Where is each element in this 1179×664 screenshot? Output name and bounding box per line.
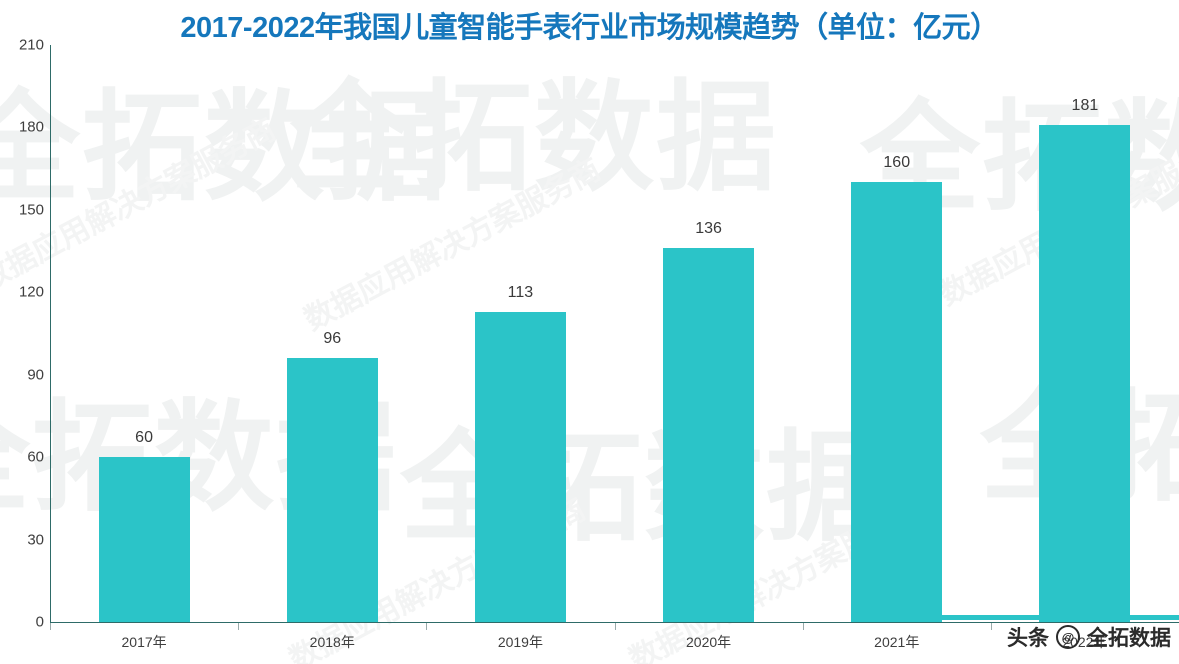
bar[interactable]	[851, 182, 943, 622]
x-axis-tick-label: 2020年	[686, 634, 732, 650]
x-axis-line	[50, 622, 1179, 623]
y-axis-tick-label: 210	[18, 36, 44, 54]
y-axis-tick-label: 90	[27, 366, 44, 384]
x-axis-tick-mark	[426, 623, 428, 630]
bar[interactable]	[1039, 124, 1131, 622]
y-axis-tick-label: 120	[18, 283, 44, 301]
x-axis-tick-label: 2017年	[121, 634, 167, 650]
bar[interactable]	[98, 457, 190, 622]
y-axis-tick-label: 0	[35, 613, 44, 631]
source-badge: 头条 @ 全拓数据	[1007, 622, 1171, 652]
x-axis-tick-mark	[50, 623, 51, 630]
bar-value-label: 113	[507, 283, 534, 301]
bar[interactable]	[286, 358, 378, 622]
x-axis-tick-label: 2018年	[309, 634, 355, 650]
x-axis-tick-label: 2021年	[874, 634, 920, 650]
bar-value-label: 136	[695, 220, 722, 238]
x-axis-tick-mark	[614, 623, 616, 630]
bar[interactable]	[474, 311, 566, 622]
x-axis-tick-label: 2019年	[497, 634, 543, 650]
x-axis-tick-mark	[238, 623, 240, 630]
y-axis-tick-label: 60	[27, 448, 44, 466]
bar-value-label: 181	[1071, 96, 1099, 114]
x-axis-tick-mark	[802, 623, 804, 630]
y-axis-tick-label: 150	[18, 201, 44, 219]
x-axis-tick-mark	[990, 623, 992, 630]
y-axis-tick-label: 30	[27, 531, 44, 549]
chart-title: 2017-2022年我国儿童智能手表行业市场规模趋势（单位：亿元）	[180, 12, 999, 44]
source-platform-label: 头条	[1007, 627, 1049, 650]
bar-value-label: 60	[135, 429, 153, 447]
source-account-label: 全拓数据	[1087, 627, 1171, 650]
bar[interactable]	[663, 248, 755, 622]
bar-value-label: 160	[883, 154, 911, 172]
bar-value-label: 96	[323, 330, 342, 348]
source-badge-underline	[927, 615, 1179, 620]
at-icon: @	[1056, 625, 1080, 649]
y-axis-line	[50, 45, 51, 623]
y-axis-tick-label: 180	[18, 118, 44, 136]
